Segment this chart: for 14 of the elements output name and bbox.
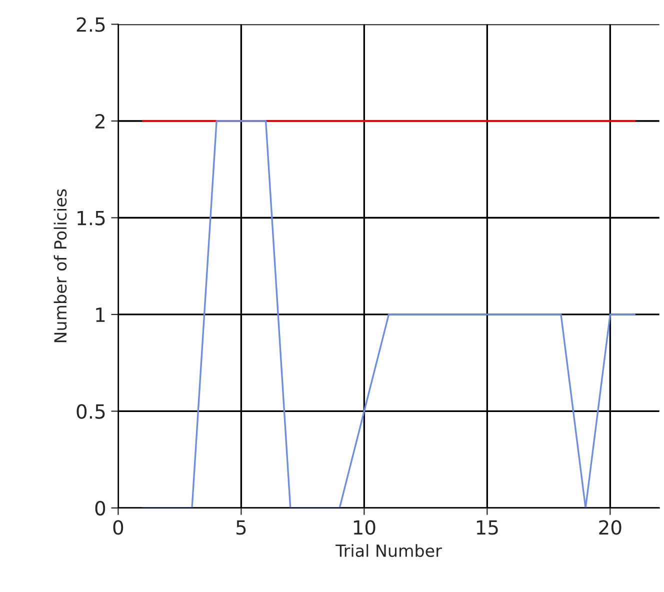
x-tick-label: 0 (113, 520, 124, 535)
y-tick-label: 0 (95, 500, 106, 516)
y-axis-title: Number of Policies (54, 189, 67, 342)
x-tick-label: 15 (476, 520, 498, 535)
x-tick-label: 10 (354, 520, 376, 535)
y-tick-label: 2.5 (76, 17, 105, 32)
y-tick-label: 0.5 (76, 404, 105, 419)
x-tick-label: 5 (236, 520, 246, 535)
y-tick-label: 1 (96, 308, 105, 322)
x-tick-label: 20 (599, 520, 622, 535)
line-series (142, 120, 636, 508)
y-tick-label: 1.5 (78, 210, 105, 226)
y-tick-label: 2 (95, 114, 104, 128)
x-axis-title: Trial Number (336, 544, 442, 558)
